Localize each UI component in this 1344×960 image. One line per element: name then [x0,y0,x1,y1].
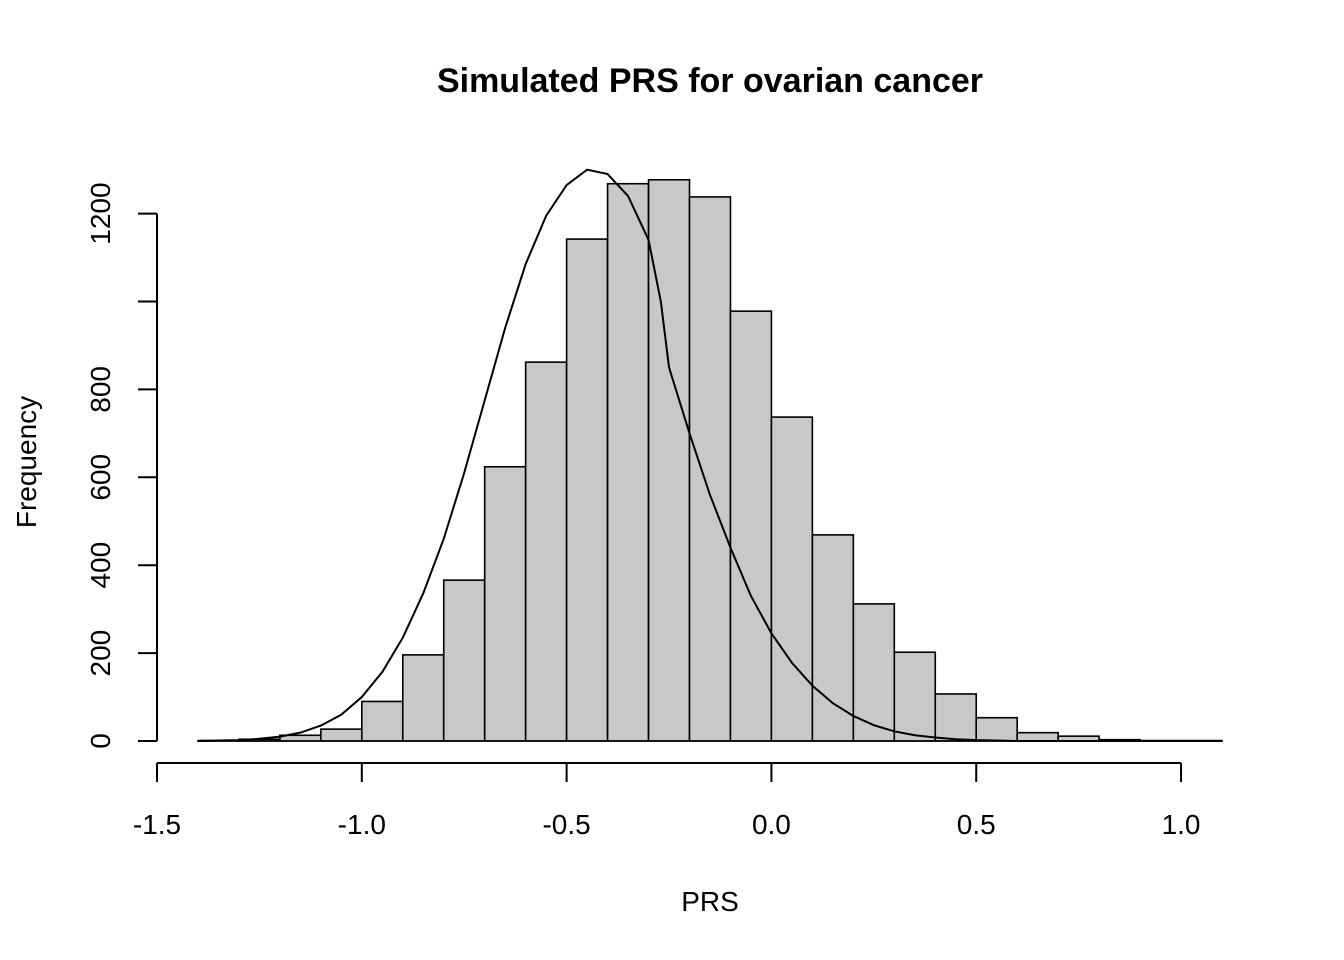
histogram-bar-5 [401,654,445,742]
x-axis-label: PRS [681,886,739,917]
x-tick-label-2: -0.5 [542,809,590,840]
histogram-bar-4 [361,700,404,742]
histogram-bar-12 [688,196,732,742]
histogram-bar-18 [934,693,978,742]
y-tick-label-6: 1200 [85,182,116,244]
y-tick-label-0: 0 [85,733,116,749]
density-curve-line [197,168,1222,742]
histogram-bar-10 [606,182,650,742]
y-tick-label-3: 600 [85,454,116,501]
histogram-bar-19 [975,716,1018,742]
y-axis: 0 200 400 600 800 1200 [85,182,158,749]
x-axis: -1.5 -1.0 -0.5 0.0 0.5 1.0 [133,762,1201,840]
x-tick-label-4: 0.5 [957,809,996,840]
histogram-bar-6 [442,579,486,742]
x-tick-label-3: 0.0 [752,809,791,840]
density-curve-group [197,168,1222,742]
y-tick-label-4: 800 [85,366,116,413]
histogram-bar-8 [524,361,568,742]
x-tick-label-1: -1.0 [338,809,386,840]
x-tick-label-0: -1.5 [133,809,181,840]
histogram-bar-3 [320,728,363,742]
histogram-bars [197,178,1223,742]
histogram-bar-13 [729,310,773,742]
x-tick-label-5: 1.0 [1162,809,1201,840]
histogram-bar-15 [811,534,855,742]
chart-title: Simulated PRS for ovarian cancer [437,62,983,100]
y-tick-label-2: 400 [85,542,116,589]
y-tick-label-1: 200 [85,630,116,677]
histogram-bar-9 [565,238,609,742]
histogram-bar-11 [647,178,691,742]
histogram-bar-17 [893,651,937,742]
y-axis-label: Frequency [11,396,42,528]
histogram-bar-16 [852,603,896,742]
histogram-bar-20 [1016,731,1059,742]
histogram-bar-7 [483,465,527,742]
histogram-bar-14 [770,416,814,742]
